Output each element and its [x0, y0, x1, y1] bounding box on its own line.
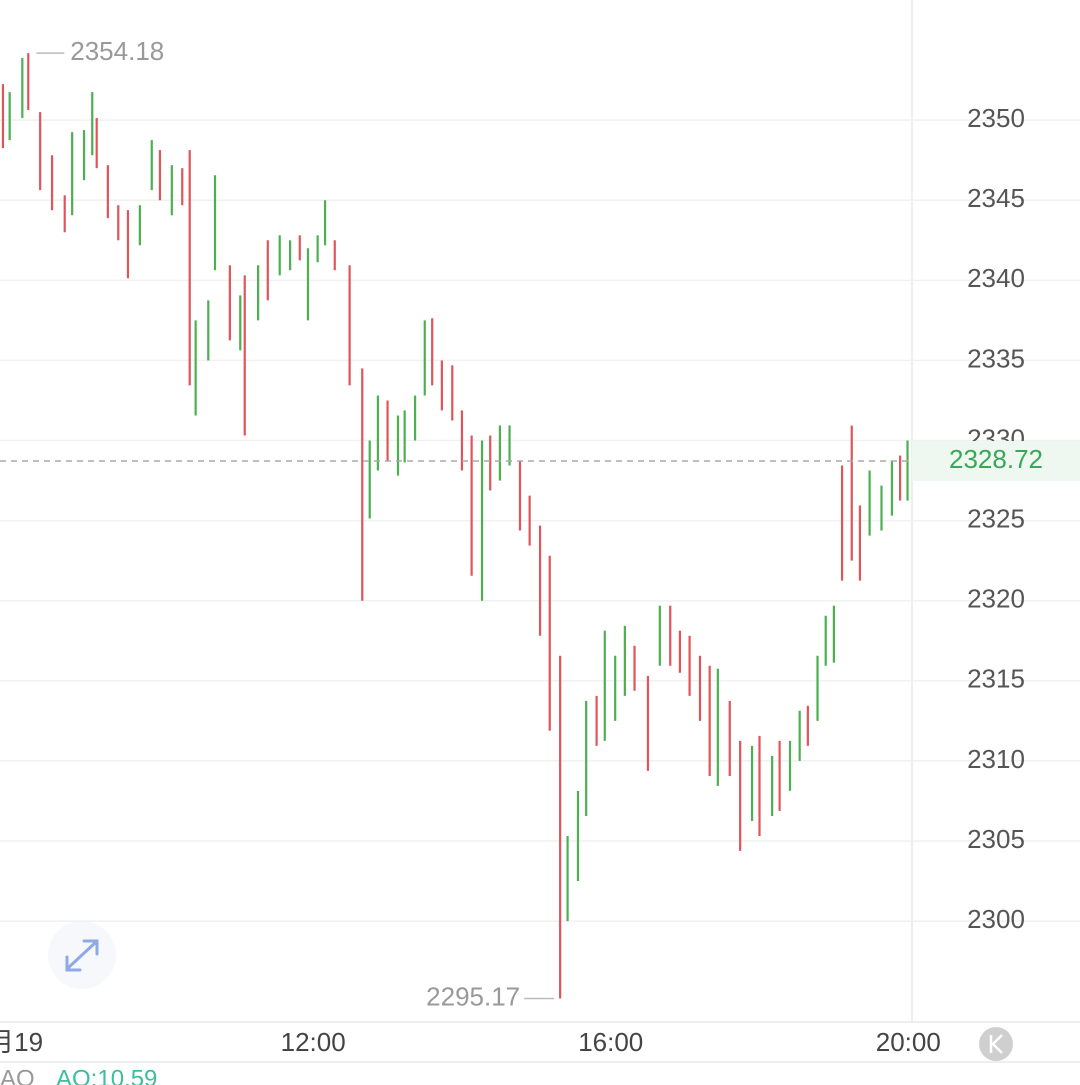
y-tick-label: 2350	[967, 103, 1025, 133]
max-marker-label: 2354.18	[70, 36, 164, 66]
expand-icon	[65, 939, 99, 972]
y-tick-label: 2300	[967, 904, 1025, 934]
x-tick-label: 月19	[0, 1027, 43, 1057]
y-tick-label: 2315	[967, 664, 1025, 694]
y-tick-label: 2305	[967, 824, 1025, 854]
k-icon	[989, 1034, 1003, 1054]
indicator-value: AO:10.59	[56, 1065, 157, 1085]
x-tick-label: 20:00	[876, 1027, 941, 1057]
x-tick-label: 16:00	[578, 1027, 643, 1057]
y-tick-label: 2340	[967, 263, 1025, 293]
y-tick-label: 2325	[967, 503, 1025, 533]
indicator-name: AO	[0, 1065, 35, 1085]
y-tick-label: 2345	[967, 183, 1025, 213]
expand-button[interactable]	[48, 921, 116, 989]
k-button[interactable]	[979, 1027, 1013, 1061]
min-marker-label: 2295.17	[426, 981, 520, 1011]
k-button-bg	[979, 1027, 1013, 1061]
last-price-label: 2328.72	[949, 444, 1043, 474]
y-tick-label: 2320	[967, 584, 1025, 614]
y-tick-label: 2310	[967, 744, 1025, 774]
x-tick-label: 12:00	[281, 1027, 346, 1057]
y-tick-label: 2335	[967, 343, 1025, 373]
last-price-box	[912, 441, 1080, 482]
